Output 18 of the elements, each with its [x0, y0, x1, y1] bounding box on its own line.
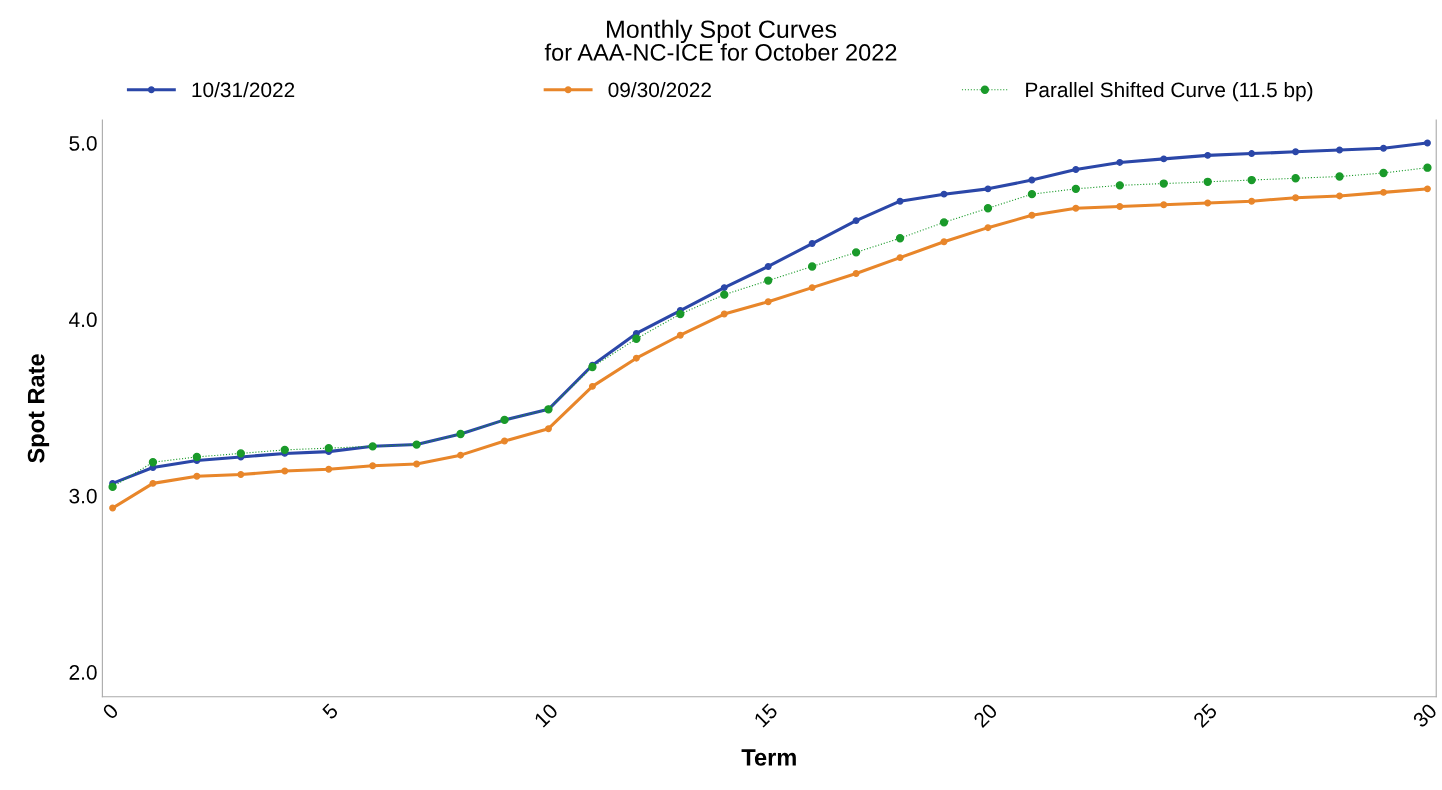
x-tick-label: 5 [321, 702, 339, 721]
legend-label: 10/31/2022 [192, 81, 295, 98]
chart-title: Monthly Spot Curves [607, 19, 837, 44]
x-tick-label: 15 [753, 702, 779, 728]
y-tick-label: 3.0 [69, 488, 97, 504]
x-tick-label: 10 [533, 702, 559, 728]
x-axis-title: Term [741, 749, 796, 766]
x-tick-label: 30 [1412, 702, 1438, 729]
legend-label: 09/30/2022 [608, 81, 711, 98]
chart-subtitle: for AAA-NC-ICE for October 2022 [544, 43, 897, 61]
y-tick-label: 4.0 [69, 312, 97, 328]
y-tick-label: 2.0 [69, 665, 97, 680]
x-tick-label: 0 [101, 702, 120, 721]
y-tick-label: 5.0 [69, 136, 97, 151]
y-axis-title: Spot Rate [27, 354, 50, 463]
x-tick-label: 25 [1192, 702, 1218, 729]
x-tick-label: 20 [972, 702, 999, 729]
legend-label: Parallel Shifted Curve (11.5 bp) [1026, 81, 1313, 102]
